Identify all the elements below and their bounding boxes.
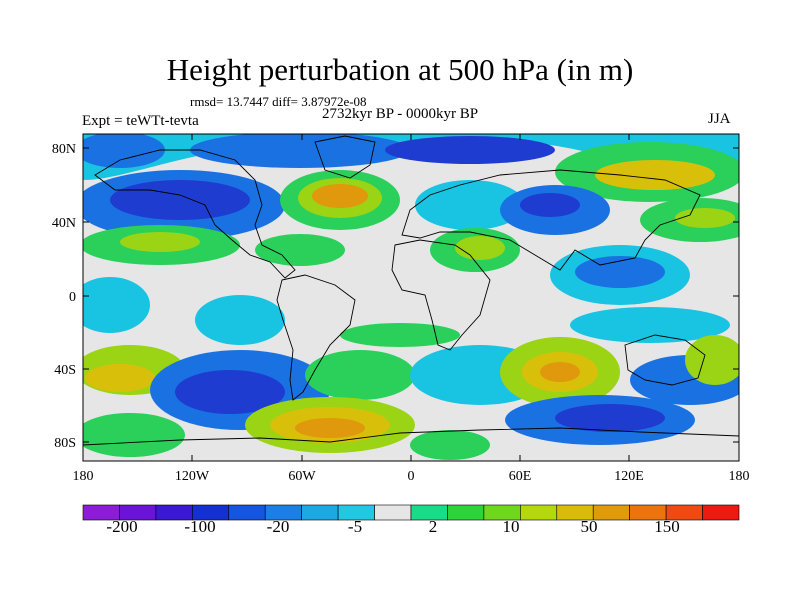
colorbar-label: 50: [581, 517, 598, 536]
field-yellow-ne: [595, 160, 715, 190]
y-tick-label: 0: [69, 290, 76, 305]
colorbar-swatch: [702, 504, 740, 521]
colorbar-label: -100: [184, 517, 215, 536]
field-orange-atlantic: [312, 184, 368, 208]
field-darkblue-asia: [520, 193, 580, 217]
field-cyan-eq-c: [195, 295, 285, 345]
coast-south-america: [276, 274, 356, 401]
tick-marks: [83, 134, 739, 461]
coast-antarctica: [82, 427, 740, 446]
field-green-satl: [305, 350, 415, 400]
field-green-antarc: [410, 430, 490, 460]
experiment-label: Expt = teWTt-tevta: [82, 113, 199, 129]
coastlines: [82, 135, 740, 446]
field-darkblue-s-indian: [555, 404, 665, 432]
field-cyan-eq-e: [570, 307, 730, 343]
colorbar-swatch: [301, 504, 339, 521]
coast-australia: [624, 334, 706, 386]
field-lime-subtrop-w: [120, 232, 200, 252]
x-tick-label: 120E: [614, 469, 644, 484]
map-title: Height perturbation at 500 hPa (in m): [166, 52, 634, 87]
field-green-eq-atl: [340, 323, 460, 347]
field-lime-sahara: [455, 236, 505, 260]
colorbar-swatch: [520, 504, 558, 521]
colorbar-swatch: [592, 504, 630, 521]
season-label: JJA: [708, 111, 731, 127]
x-tick-label: 0: [408, 469, 415, 484]
field-darkblue-pacific: [110, 180, 250, 220]
colorbar-swatch: [228, 504, 266, 521]
colorbar-swatch: [374, 504, 412, 521]
field-orange-southern: [295, 418, 365, 438]
y-tick-label: 40N: [52, 216, 76, 231]
field-lime-nepacific: [675, 208, 735, 228]
coast-africa: [391, 239, 491, 351]
x-tick-label: 180: [73, 469, 94, 484]
field-green-caribbean: [255, 234, 345, 266]
height-field: [83, 134, 739, 461]
field-blue-nw: [83, 134, 165, 168]
coast-north-america: [94, 149, 296, 279]
coast-eurasia: [401, 169, 701, 271]
y-tick-label: 80N: [52, 142, 76, 157]
colorbar-label: -200: [106, 517, 137, 536]
field-yellow-sw: [85, 364, 155, 392]
colorbar-label: 10: [503, 517, 520, 536]
stats-label: rmsd= 13.7447 diff= 3.87972e-08: [190, 94, 367, 109]
colorbar-label: 150: [654, 517, 680, 536]
colorbar-labels: -200 -100 -20 -5 2 10 50 150: [106, 517, 679, 536]
x-tick-label: 60W: [288, 469, 316, 484]
field-orange-sind: [540, 362, 580, 382]
field-cyan-eq-w: [83, 277, 150, 333]
y-tick-labels: 80N 40N 0 40S 80S: [52, 142, 76, 451]
field-blue-north: [190, 134, 410, 168]
field-green-sw-antarc: [83, 413, 185, 457]
y-tick-label: 40S: [54, 363, 76, 378]
colorbar-label: -20: [267, 517, 290, 536]
field-darkblue-sepacific: [175, 370, 285, 414]
field-darkblue-north: [385, 136, 555, 164]
field-cyan-europe: [415, 180, 525, 230]
field-lime-aus: [685, 335, 739, 385]
x-tick-labels: 180 120W 60W 0 60E 120E 180: [73, 469, 750, 484]
x-tick-label: 120W: [175, 469, 210, 484]
y-tick-label: 80S: [54, 436, 76, 451]
colorbar: [82, 504, 740, 521]
x-tick-label: 60E: [509, 469, 532, 484]
colorbar-label: 2: [429, 517, 438, 536]
period-label: 2732kyr BP - 0000kyr BP: [322, 106, 479, 122]
colorbar-label: -5: [348, 517, 362, 536]
colorbar-swatch: [447, 504, 485, 521]
x-tick-label: 180: [729, 469, 750, 484]
coast-greenland: [314, 135, 376, 179]
